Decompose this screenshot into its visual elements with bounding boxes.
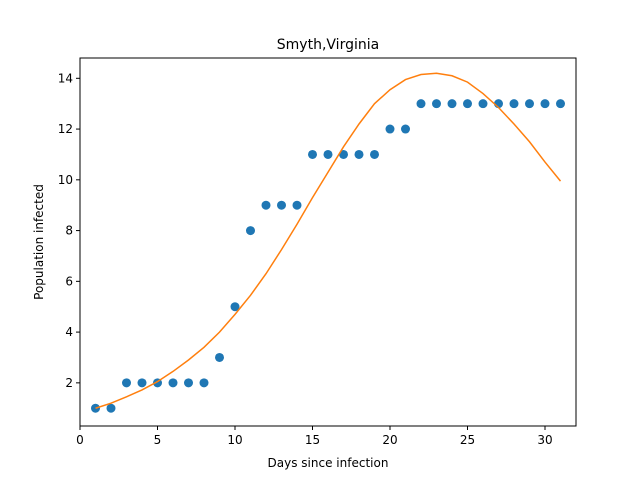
x-tick-label: 30 xyxy=(537,433,552,447)
data-point xyxy=(525,99,534,109)
data-point xyxy=(354,149,364,159)
data-point xyxy=(277,200,286,210)
x-tick-label: 20 xyxy=(382,433,397,447)
data-point xyxy=(432,99,441,109)
data-point xyxy=(370,149,379,159)
data-point xyxy=(261,200,271,210)
y-tick-label: 14 xyxy=(58,71,73,85)
plot-frame xyxy=(79,57,577,427)
chart-title: Smyth,Virginia xyxy=(277,37,379,53)
x-tick-label: 0 xyxy=(76,433,84,447)
data-point xyxy=(122,378,131,388)
plot-marks xyxy=(91,72,565,413)
data-point xyxy=(339,149,348,159)
data-point xyxy=(137,378,147,388)
data-point xyxy=(106,403,116,413)
data-point xyxy=(215,352,224,362)
data-point xyxy=(447,99,457,109)
data-point xyxy=(184,378,193,388)
data-point xyxy=(556,99,565,109)
y-tick-label: 4 xyxy=(65,325,73,339)
data-point xyxy=(509,99,519,109)
data-point xyxy=(292,200,302,210)
y-tick-label: 10 xyxy=(58,173,73,187)
y-axis-ticks: 2 4 6 8 10 12 14 xyxy=(58,71,80,390)
y-tick-label: 12 xyxy=(58,122,73,136)
x-axis-ticks: 0 5 10 15 20 25 30 xyxy=(76,426,553,447)
x-axis-label: Days since infection xyxy=(268,456,389,470)
data-point xyxy=(540,99,550,109)
data-point xyxy=(385,124,395,134)
data-point xyxy=(199,378,209,388)
data-point xyxy=(478,99,488,109)
data-point xyxy=(308,149,317,159)
y-axis-label: Population infected xyxy=(32,184,46,300)
y-tick-label: 6 xyxy=(65,274,73,288)
y-tick-label: 8 xyxy=(65,224,73,238)
x-tick-label: 25 xyxy=(460,433,475,447)
x-tick-label: 15 xyxy=(305,433,320,447)
data-point xyxy=(230,302,240,312)
data-point xyxy=(401,124,410,134)
data-point xyxy=(416,99,426,109)
x-tick-label: 10 xyxy=(227,433,242,447)
data-point xyxy=(463,99,472,109)
x-tick-label: 5 xyxy=(154,433,162,447)
fit-line xyxy=(95,72,562,409)
data-point xyxy=(168,378,178,388)
y-tick-label: 2 xyxy=(65,376,73,390)
data-point xyxy=(246,226,255,236)
data-point xyxy=(323,149,333,159)
